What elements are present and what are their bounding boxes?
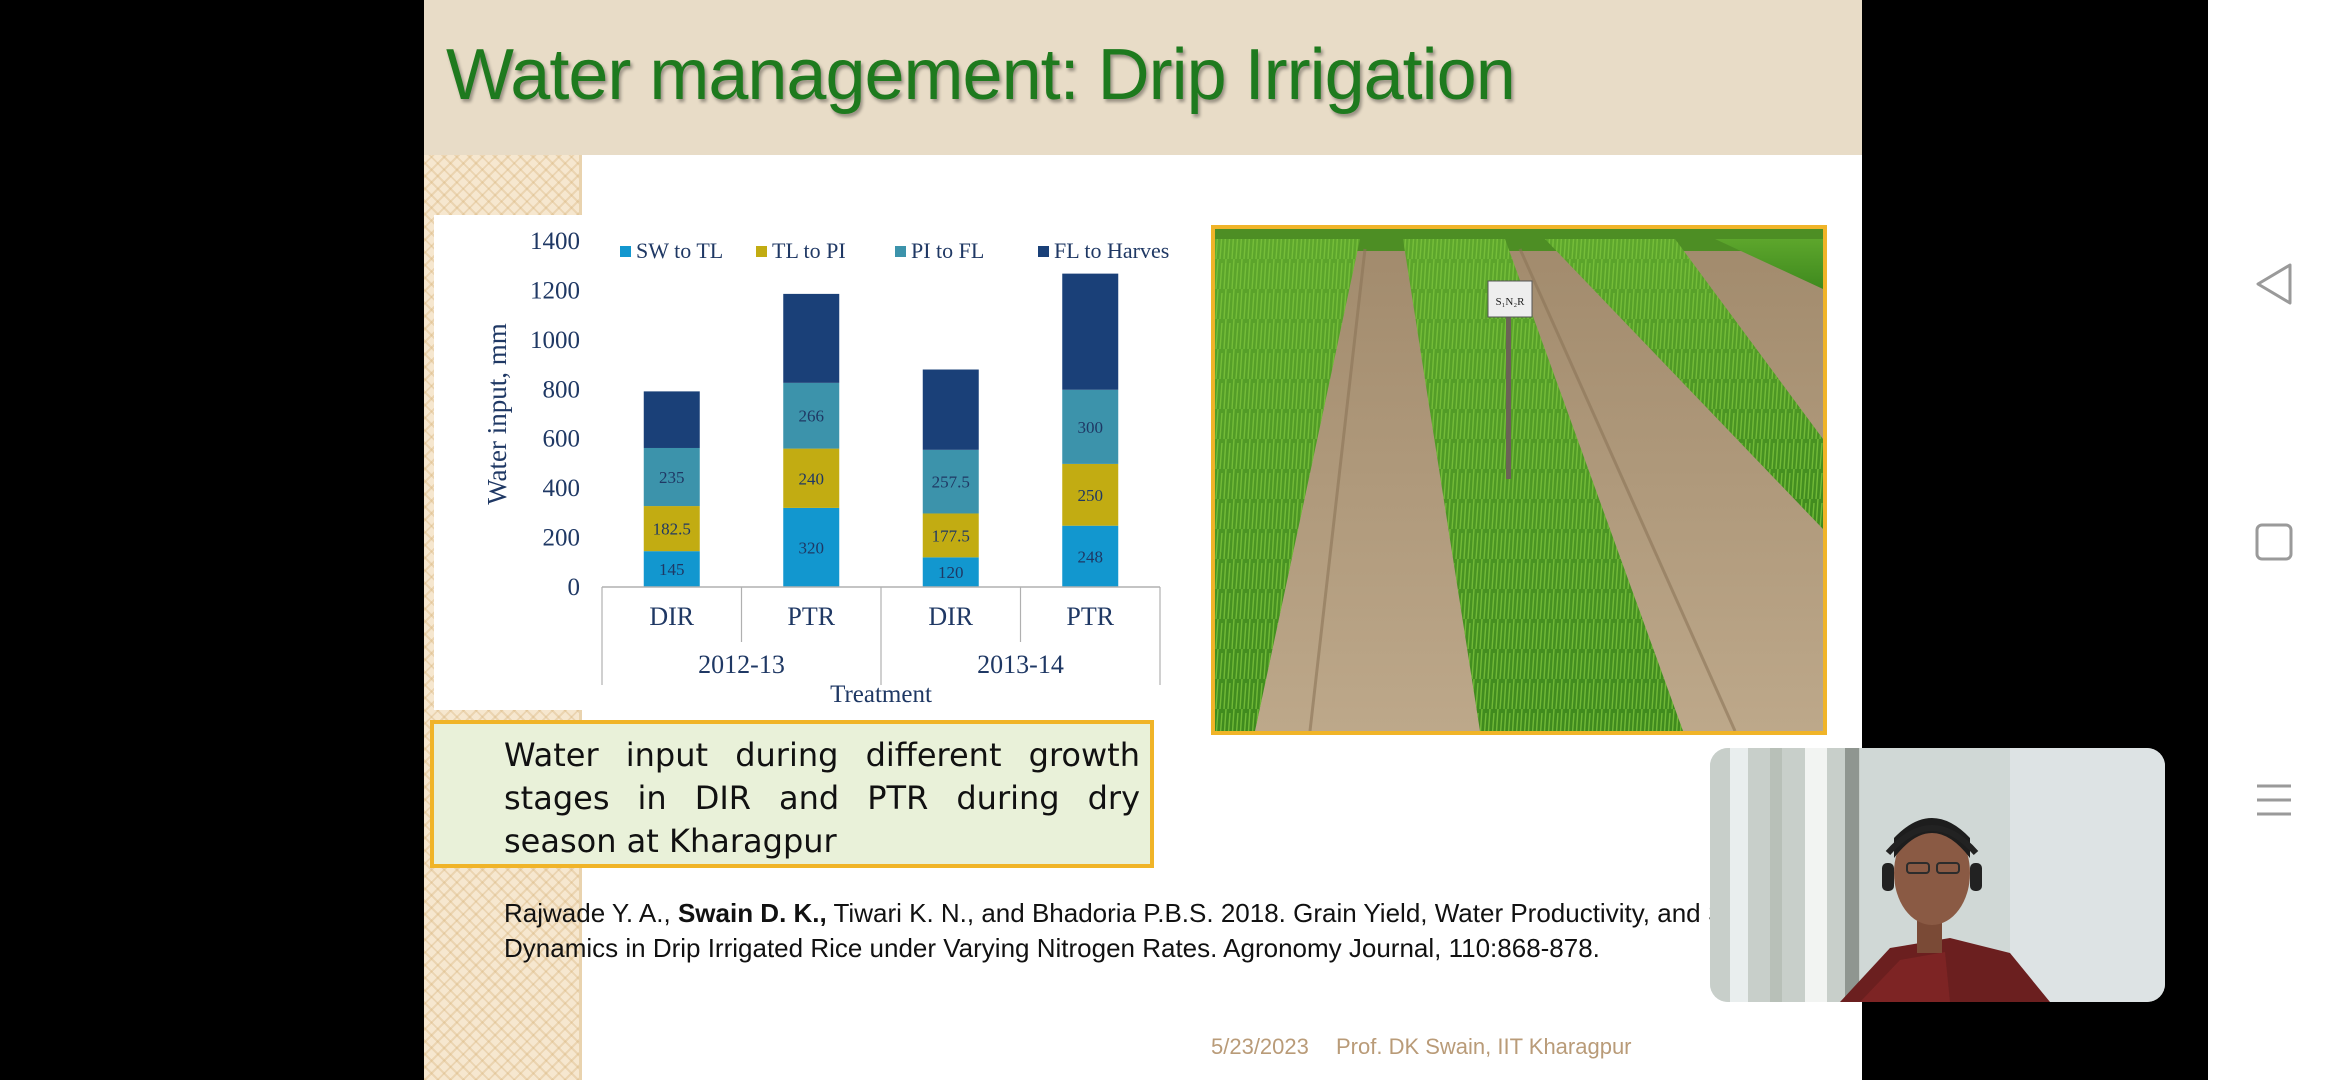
- reference-highlighted-author: Swain D. K.,: [677, 898, 827, 928]
- bar-data-label: 250: [1078, 486, 1104, 505]
- presenter-video-frame: [1710, 748, 2165, 1002]
- back-button[interactable]: [2242, 252, 2306, 316]
- y-tick-label: 200: [543, 525, 581, 552]
- recents-button[interactable]: [2242, 768, 2306, 832]
- x-category-label: PTR: [1066, 602, 1114, 631]
- bar-segment: [643, 391, 700, 448]
- legend-label: FL to Harvest: [1054, 238, 1169, 263]
- caption-box: Water input during different growth stag…: [430, 720, 1154, 868]
- y-tick-label: 1200: [530, 277, 580, 304]
- legend-swatch: [895, 246, 906, 257]
- bar-segment: [643, 551, 700, 587]
- reference-authors-before: Rajwade Y. A.,: [504, 898, 678, 928]
- y-axis-title: Water input, mm: [482, 323, 512, 505]
- y-tick-label: 1400: [530, 228, 580, 255]
- legend-label: PI to FL: [911, 238, 984, 263]
- bar-data-label: 145: [659, 560, 685, 579]
- bar-segment: [922, 557, 979, 587]
- footer-author: Prof. DK Swain, IIT Kharagpur: [1336, 1034, 1632, 1059]
- bar-segment: [643, 506, 700, 552]
- bar-data-label: 120: [938, 563, 964, 582]
- water-input-chart: 0 200 400 600 800 1000 1200 1400 Water input, mm…: [434, 215, 1169, 710]
- bar-segment: [643, 447, 700, 507]
- bar-segment: [922, 449, 979, 514]
- slide-title: Water management: Drip Irrigation: [446, 35, 1516, 115]
- bar-data-label: 240: [799, 469, 825, 488]
- footer-date: 5/23/2023: [1211, 1034, 1309, 1059]
- bar-data-label: 235: [659, 468, 685, 487]
- y-tick-label: 600: [543, 426, 581, 453]
- x-axis-title: Treatment: [830, 681, 932, 708]
- x-category-label: DIR: [649, 602, 694, 631]
- bar-data-label: 182.5: [653, 520, 691, 539]
- x-category-label: DIR: [928, 602, 973, 631]
- bar-data-label: 248: [1078, 547, 1104, 566]
- legend-swatch: [756, 246, 767, 257]
- bar-segment: [1062, 463, 1119, 526]
- x-group-label: 2013-14: [977, 650, 1064, 679]
- bar-segment: [1062, 525, 1119, 587]
- bar-segment: [783, 382, 840, 449]
- back-triangle-icon: [2256, 263, 2292, 305]
- bar-segment: [1062, 273, 1119, 390]
- y-tick-label: 800: [543, 376, 581, 403]
- bar-data-label: 177.5: [932, 526, 970, 545]
- reference-rest: Tiwari K. N., and Bhadoria P.B.S. 2018. …: [504, 898, 1752, 963]
- legend-swatch: [620, 246, 631, 257]
- bar-segment: [922, 369, 979, 450]
- android-navigation-bar: [2208, 0, 2340, 1080]
- bar-segment: [783, 448, 840, 508]
- plot-sign-text: S₁N₂R: [1495, 296, 1525, 308]
- rice-field-image: S₁N₂R: [1215, 229, 1823, 731]
- caption-text: Water input during different growth stag…: [504, 736, 1140, 860]
- x-category-label: PTR: [787, 602, 835, 631]
- bar-segment: [1062, 389, 1119, 464]
- legend-label: SW to TL: [636, 238, 723, 263]
- bar-segment: [922, 513, 979, 558]
- field-photo: S₁N₂R: [1211, 225, 1827, 735]
- recents-lines-icon: [2257, 784, 2291, 816]
- chart-svg: 0 200 400 600 800 1000 1200 1400 Water input, mm…: [482, 228, 1169, 708]
- bar-data-label: 300: [1078, 418, 1104, 437]
- x-group-label: 2012-13: [698, 650, 785, 679]
- reference-citation: Rajwade Y. A., Swain D. K., Tiwari K. N.…: [504, 896, 1754, 966]
- presenter-webcam: [1710, 748, 2165, 1002]
- legend-label: TL to PI: [772, 238, 846, 263]
- y-tick-label: 0: [568, 574, 581, 601]
- y-tick-label: 1000: [530, 327, 580, 354]
- slide: Water management: Drip Irrigation 0 200 40…: [424, 0, 1862, 1080]
- bar-segment: [783, 293, 840, 383]
- title-band: Water management: Drip Irrigation: [424, 0, 1862, 155]
- home-square-icon: [2255, 523, 2293, 561]
- bar-data-label: 266: [799, 407, 825, 426]
- y-tick-label: 400: [543, 475, 581, 502]
- home-button[interactable]: [2242, 510, 2306, 574]
- bar-data-label: 257.5: [932, 473, 970, 492]
- legend-swatch: [1038, 246, 1049, 257]
- bar-segment: [783, 507, 840, 587]
- bar-data-label: 320: [799, 538, 825, 557]
